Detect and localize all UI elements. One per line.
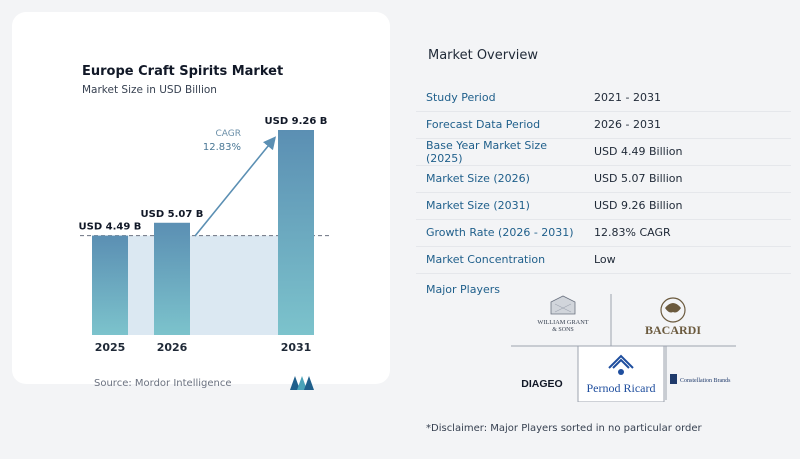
svg-text:WILLIAM GRANT: WILLIAM GRANT bbox=[537, 319, 588, 326]
x-tick-label: 2031 bbox=[281, 341, 312, 354]
row-value: USD 9.26 Billion bbox=[586, 192, 791, 220]
table-row: Market Size (2031) USD 9.26 Billion bbox=[416, 192, 791, 220]
bar bbox=[154, 222, 190, 335]
disclaimer: *Disclaimer: Major Players sorted in no … bbox=[426, 423, 702, 434]
data-label: USD 4.49 B bbox=[79, 222, 142, 233]
row-value: USD 5.07 Billion bbox=[586, 165, 791, 193]
major-players-label: Major Players bbox=[426, 283, 500, 296]
x-tick-label: 2025 bbox=[95, 341, 126, 354]
row-key: Study Period bbox=[416, 84, 586, 112]
svg-text:DIAGEO: DIAGEO bbox=[521, 378, 562, 390]
table-row: Forecast Data Period 2026 - 2031 bbox=[416, 111, 791, 139]
row-key: Market Size (2031) bbox=[416, 192, 586, 220]
cagr-label: CAGR bbox=[215, 129, 241, 139]
cagr-arrow bbox=[194, 136, 277, 237]
constellation-brands-logo: Constellation Brands bbox=[670, 374, 731, 384]
bacardi-logo: BACARDI bbox=[645, 297, 701, 337]
bar bbox=[92, 235, 128, 335]
table-row: Study Period 2021 - 2031 bbox=[416, 84, 791, 112]
row-value: USD 4.49 Billion bbox=[586, 138, 791, 166]
overview-panel: Market Overview Study Period 2021 - 2031 … bbox=[416, 0, 800, 459]
row-key: Market Size (2026) bbox=[416, 165, 586, 193]
row-key: Market Concentration bbox=[416, 246, 586, 274]
major-players-logos: WILLIAM GRANT & SONS BACARDI DIAGEO Pern… bbox=[511, 294, 736, 402]
chart-title: Europe Craft Spirits Market bbox=[82, 64, 284, 79]
chart-card: Europe Craft Spirits Market Market Size … bbox=[12, 12, 390, 390]
bar-chart: USD 4.49 B 2025 USD 5.07 B 2026 USD 9.26 B 20… bbox=[79, 116, 330, 354]
row-value: 2026 - 2031 bbox=[586, 111, 791, 139]
diageo-logo: DIAGEO bbox=[521, 378, 562, 390]
pernod-ricard-logo: Pernod Ricard bbox=[587, 354, 656, 395]
data-label: USD 5.07 B bbox=[141, 209, 204, 220]
base-band bbox=[92, 235, 314, 335]
svg-text:BACARDI: BACARDI bbox=[645, 323, 701, 337]
row-key: Base Year Market Size (2025) bbox=[416, 138, 586, 166]
overview-title: Market Overview bbox=[428, 48, 539, 63]
row-key: Forecast Data Period bbox=[416, 111, 586, 139]
william-grant-logo: WILLIAM GRANT & SONS bbox=[537, 295, 589, 333]
row-value: 2021 - 2031 bbox=[586, 84, 791, 112]
table-row: Market Size (2026) USD 5.07 Billion bbox=[416, 165, 791, 193]
brand-logo-icon bbox=[290, 376, 314, 390]
table-row: Market Concentration Low bbox=[416, 246, 791, 274]
svg-text:Pernod Ricard: Pernod Ricard bbox=[587, 381, 656, 395]
source-note: Source: Mordor Intelligence bbox=[94, 378, 232, 389]
x-tick-label: 2026 bbox=[157, 341, 188, 354]
row-value: 12.83% CAGR bbox=[586, 219, 791, 247]
svg-text:& SONS: & SONS bbox=[552, 327, 574, 333]
bar bbox=[278, 130, 314, 335]
row-value: Low bbox=[586, 246, 791, 274]
data-label: USD 9.26 B bbox=[265, 116, 328, 127]
row-key: Growth Rate (2026 - 2031) bbox=[416, 219, 586, 247]
overview-table: Study Period 2021 - 2031 Forecast Data Pe… bbox=[416, 84, 791, 274]
table-row: Growth Rate (2026 - 2031) 12.83% CAGR bbox=[416, 219, 791, 247]
svg-text:Constellation Brands: Constellation Brands bbox=[680, 378, 731, 384]
cagr-value: 12.83% bbox=[203, 142, 241, 153]
chart-subtitle: Market Size in USD Billion bbox=[82, 84, 217, 96]
table-row: Base Year Market Size (2025) USD 4.49 Bil… bbox=[416, 138, 791, 166]
